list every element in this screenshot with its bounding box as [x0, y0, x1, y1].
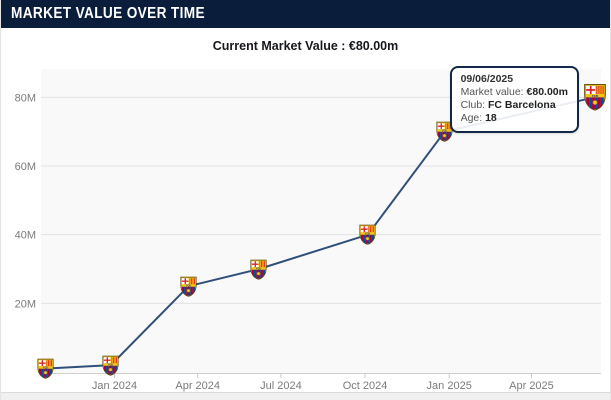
fc-barcelona-badge-icon	[248, 259, 269, 280]
y-axis-label: 60M	[15, 161, 36, 173]
tooltip-market-value-row: Market value: €80.00m	[461, 86, 568, 99]
market-value-point[interactable]	[178, 276, 199, 302]
bottom-border-strip	[1, 392, 610, 400]
tooltip-club: FC Barcelona	[488, 99, 556, 112]
x-axis-label: Apr 2024	[175, 380, 220, 392]
market-value-point[interactable]	[581, 83, 609, 116]
plot-area	[41, 69, 601, 373]
x-axis-label: Apr 2025	[509, 380, 554, 392]
x-axis-label: Jan 2025	[427, 380, 472, 392]
market-value-line	[44, 96, 595, 370]
widget-title: MARKET VALUE OVER TIME	[11, 5, 205, 22]
y-axis-label: 20M	[15, 298, 36, 310]
market-value-point[interactable]	[434, 121, 455, 147]
fc-barcelona-badge-icon	[178, 276, 199, 297]
tooltip-club-label: Club:	[460, 99, 486, 112]
y-axis-label: 80M	[15, 92, 36, 104]
market-value-point[interactable]	[357, 224, 378, 250]
x-axis-label: Jan 2024	[92, 380, 137, 392]
x-axis-label: Oct 2024	[343, 380, 388, 392]
tooltip-age: 18	[485, 112, 497, 125]
tooltip-market-value: €80.00m	[526, 86, 568, 99]
fc-barcelona-badge-icon	[434, 121, 455, 142]
fc-barcelona-badge-icon	[581, 83, 609, 111]
datapoint-tooltip: 09/06/2025 Market value: €80.00m Club: F…	[449, 66, 579, 134]
market-value-point[interactable]	[35, 358, 56, 384]
fc-barcelona-badge-icon	[357, 224, 378, 245]
tooltip-club-row: Club: FC Barcelona	[461, 99, 568, 112]
market-value-point[interactable]	[248, 259, 269, 285]
x-axis-label: Jul 2024	[260, 380, 302, 392]
market-value-point[interactable]	[100, 355, 121, 381]
tooltip-date: 09/06/2025	[460, 73, 514, 86]
current-market-value-text: Current Market Value : €80.00m	[212, 39, 399, 53]
widget-header: MARKET VALUE OVER TIME	[1, 0, 610, 28]
tooltip-age-row: Age: 18	[461, 112, 568, 125]
tooltip-age-label: Age:	[460, 112, 483, 125]
fc-barcelona-badge-icon	[100, 355, 121, 376]
y-axis-label: 40M	[15, 230, 36, 242]
fc-barcelona-badge-icon	[35, 358, 56, 379]
tooltip-market-value-label: Market value:	[460, 86, 524, 99]
